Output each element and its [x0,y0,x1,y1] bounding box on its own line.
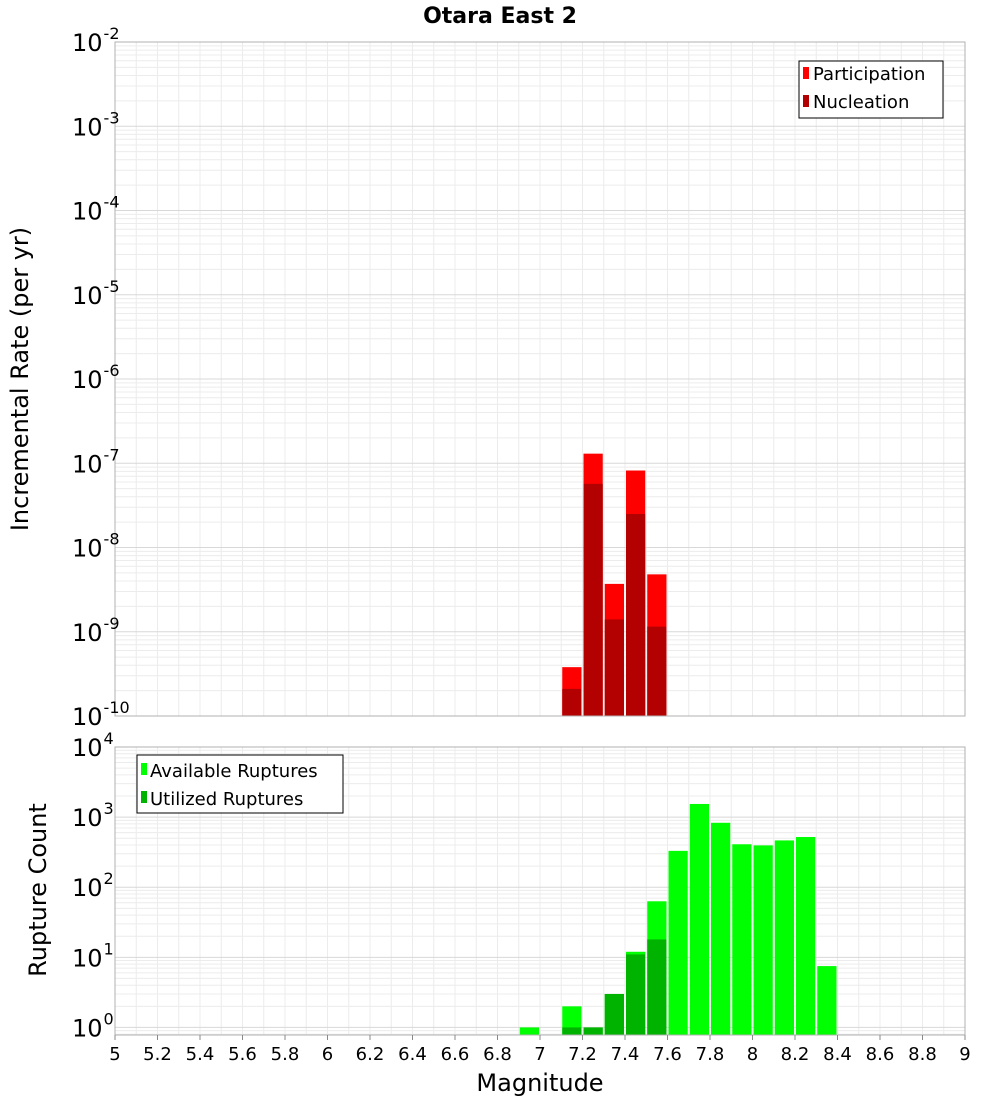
x-tick-label: 7 [534,1044,545,1065]
x-tick-label: 6.4 [398,1044,427,1065]
rate-y-tick-label: 10-7 [72,445,120,478]
rate-panel: 10-10 10-9 10-8 10-7 10-6 10-5 10-4 10-3 10-2 In… [6,24,966,731]
rate-bar-nucleation [562,688,582,716]
legend-swatch-nucleation [803,95,809,107]
legend-label-utilized-ruptures: Utilized Ruptures [150,789,303,810]
x-tick-label: 5.2 [143,1044,172,1065]
count-bar-available-ruptures [711,822,731,1035]
count-bar-utilized-ruptures [583,1027,603,1035]
count-bar-available-ruptures [796,837,816,1035]
count-y-tick-label: 101 [72,939,114,972]
count-bar-available-ruptures [732,844,752,1035]
rate-bar-nucleation [626,513,646,716]
x-tick-label: 8 [747,1044,758,1065]
x-axis-label: Magnitude [476,1069,603,1097]
x-tick-label: 7.8 [696,1044,725,1065]
count-y-tick-label: 103 [72,799,114,832]
rate-y-tick-label: 10-6 [72,361,120,394]
legend-swatch-utilized-ruptures [141,791,147,803]
x-tick-label: 6.8 [483,1044,512,1065]
x-tick-label: 8.4 [823,1044,852,1065]
count-panel: 100 101 102 103 104 5 5.2 5.4 5.6 5.8 6 6.2 6.4 6.6 6… [24,729,971,1097]
rate-y-tick-label: 10-9 [72,614,120,647]
count-bar-available-ruptures [689,803,709,1035]
x-tick-label: 7.4 [611,1044,640,1065]
legend-label-nucleation: Nucleation [813,92,909,113]
rate-y-tick-label: 10-2 [72,24,120,57]
rate-y-tick-label: 10-5 [72,277,120,310]
count-bar-available-ruptures [519,1027,539,1035]
x-tick-label: 9 [959,1044,970,1065]
count-bar-available-ruptures [668,850,688,1035]
legend-label-available-ruptures: Available Ruptures [150,761,318,782]
count-legend: Available Ruptures Utilized Ruptures [136,754,344,814]
x-tick-label: 5 [109,1044,120,1065]
rate-bar-nucleation [583,483,603,716]
count-y-axis-label: Rupture Count [24,803,52,977]
count-bar-utilized-ruptures [626,954,646,1035]
x-tick-label: 8.8 [908,1044,937,1065]
count-y-tick-label: 102 [72,869,114,902]
rate-legend: Participation Nucleation [798,60,944,119]
x-tick-label: 8.6 [866,1044,895,1065]
count-bar-available-ruptures [817,966,837,1035]
x-tick-label: 6.2 [356,1044,385,1065]
x-tick-label: 7.6 [653,1044,682,1065]
x-tick-label: 8.2 [781,1044,810,1065]
legend-swatch-participation [803,67,809,79]
x-tick-label: 5.4 [186,1044,215,1065]
rate-y-tick-label: 10-3 [72,108,120,141]
rate-plot-frame [114,41,966,717]
x-tick-label: 6.6 [441,1044,470,1065]
count-bar-utilized-ruptures [604,993,624,1035]
count-bar-available-ruptures [774,840,794,1035]
x-tick-label: 6 [322,1044,333,1065]
rate-bar-nucleation [604,619,624,716]
rate-bar-nucleation [647,626,667,716]
legend-swatch-available-ruptures [141,763,147,775]
rate-y-tick-label: 10-8 [72,530,120,563]
x-tick-label: 5.6 [228,1044,257,1065]
x-tick-label: 5.8 [271,1044,300,1065]
x-tick-label: 7.2 [568,1044,597,1065]
rate-y-axis-label: Incremental Rate (per yr) [6,227,34,531]
count-bar-available-ruptures [753,845,773,1035]
legend-label-participation: Participation [813,64,925,85]
rate-y-tick-label: 10-4 [72,193,120,226]
count-y-tick-label: 100 [72,1009,114,1042]
count-y-tick-label: 104 [72,729,114,762]
rate-y-tick-label: 10-10 [72,698,130,731]
count-bar-utilized-ruptures [647,939,667,1035]
count-bar-utilized-ruptures [562,1027,582,1035]
chart-title: Otara East 2 [423,4,577,29]
